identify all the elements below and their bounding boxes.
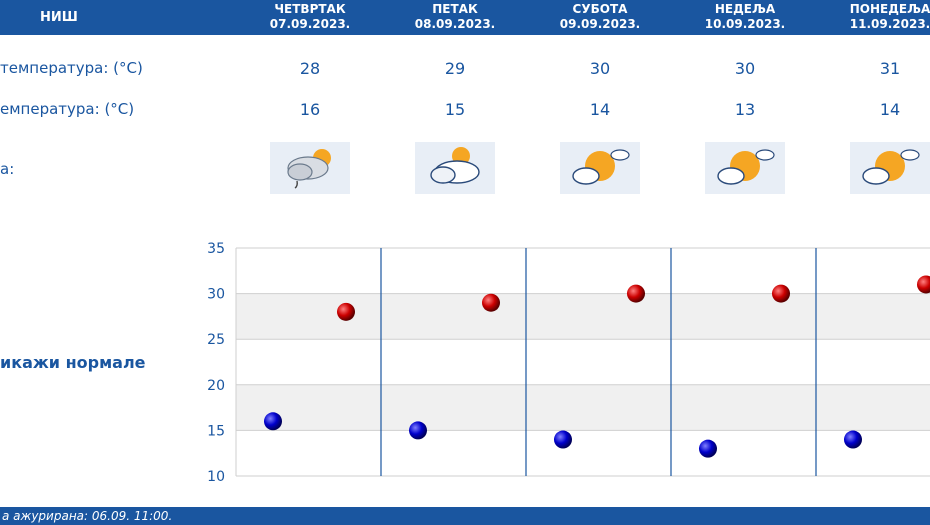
min-temp-point	[844, 430, 862, 449]
day-date: 09.09.2023.	[559, 17, 641, 31]
day-name: ПЕТАК	[432, 2, 478, 16]
day-date: 11.09.2023.	[849, 17, 930, 31]
max-temp-point	[482, 293, 500, 312]
day-header-3: СУБОТА 09.09.2023.	[540, 2, 660, 32]
day-name: ПОНЕДЕЉА	[849, 2, 930, 16]
min-temp-point	[699, 439, 717, 458]
chart-band	[236, 293, 930, 340]
min-temp-label: емпература: (°C)	[0, 100, 135, 118]
y-tick-label: 15	[207, 423, 225, 439]
y-tick-label: 30	[207, 287, 225, 303]
y-tick-label: 35	[207, 241, 225, 257]
day-date: 10.09.2023.	[704, 17, 786, 31]
max-temp-value: 30	[734, 59, 756, 78]
last-updated-footer: а ажурирана: 06.09. 11:00.	[0, 507, 930, 525]
max-temp-point	[337, 302, 355, 321]
y-tick-label: 10	[207, 469, 225, 485]
chart-band	[236, 384, 930, 431]
day-header-1: ЧЕТВРТАК 07.09.2023.	[250, 2, 370, 32]
day-name: СУБОТА	[572, 2, 628, 16]
day-header-2: ПЕТАК 08.09.2023.	[395, 2, 515, 32]
max-temp-value: 30	[589, 59, 611, 78]
min-temp-point	[264, 412, 282, 431]
max-temp-label: температура: (°C)	[0, 59, 143, 77]
max-temp-point	[917, 275, 930, 294]
day-name: ЧЕТВРТАК	[274, 2, 346, 16]
weather-label: а:	[0, 160, 15, 178]
day-date: 07.09.2023.	[269, 17, 351, 31]
forecast-header: НИШ ЧЕТВРТАК 07.09.2023. ПЕТАК 08.09.202…	[0, 0, 930, 35]
max-temp-value: 31	[879, 59, 901, 78]
min-temp-point	[409, 421, 427, 440]
max-temp-value: 29	[444, 59, 466, 78]
y-tick-label: 20	[207, 378, 225, 394]
min-temp-value: 16	[299, 100, 321, 119]
day-header-4: НЕДЕЉА 10.09.2023.	[685, 2, 805, 32]
sun-cloud-rain-icon	[270, 142, 350, 194]
sun-small-cloud-icon	[850, 142, 930, 194]
y-tick-label: 25	[207, 332, 225, 348]
max-temp-point	[772, 284, 790, 303]
max-temp-point	[627, 284, 645, 303]
sun-small-cloud-icon	[560, 142, 640, 194]
show-normals-toggle[interactable]: икажи нормале	[0, 353, 146, 372]
min-temp-value: 14	[879, 100, 901, 119]
max-temp-value: 28	[299, 59, 321, 78]
sun-cloud-icon	[415, 142, 495, 194]
min-temp-value: 15	[444, 100, 466, 119]
sun-small-cloud-icon	[705, 142, 785, 194]
city-name: НИШ	[40, 10, 78, 25]
day-date: 08.09.2023.	[414, 17, 496, 31]
min-temp-point	[554, 430, 572, 449]
day-header-5: ПОНЕДЕЉА 11.09.2023.	[830, 2, 930, 32]
day-name: НЕДЕЉА	[714, 2, 776, 16]
min-temp-value: 14	[589, 100, 611, 119]
last-updated-text: а ажурирана: 06.09. 11:00.	[2, 509, 173, 523]
min-temp-value: 13	[734, 100, 756, 119]
